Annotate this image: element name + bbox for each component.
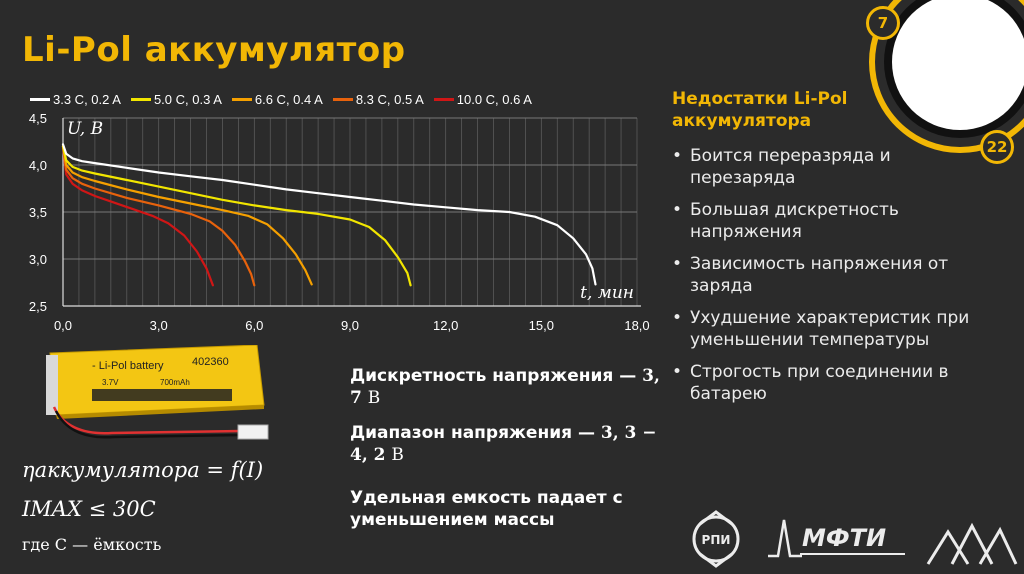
legend-swatch	[332, 98, 353, 101]
note-discreteness-value: 3, 7	[350, 366, 660, 408]
legend-swatch	[130, 98, 151, 101]
skat-logo-icon	[926, 522, 1018, 565]
legend-label: 5.0 C, 0.3 A	[153, 92, 222, 107]
series-line	[61, 145, 412, 287]
series-line	[61, 145, 214, 287]
side-title: Недостатки Li-Pol аккумулятора	[672, 89, 848, 131]
y-tick-label: 4,0	[29, 158, 47, 173]
legend-item: 8.3 C, 0.5 A	[332, 92, 424, 107]
y-axis-title: U, В	[67, 119, 103, 139]
battery-image: - Li-Pol battery 402360 3.7V 700mAh	[46, 345, 269, 440]
rpi-logo-icon: РПИ	[692, 510, 740, 568]
y-tick-label: 3,5	[29, 205, 47, 220]
mfti-logo-text: МФТИ	[802, 524, 886, 552]
badge-bottom-number: 22	[980, 130, 1014, 164]
list-item: Боится переразряда и перезаряда	[672, 145, 972, 189]
logos: РПИ МФТИ	[692, 510, 1018, 568]
formula-imax: IMAX ≤ 30C	[22, 497, 156, 521]
legend-item: 3.3 C, 0.2 A	[30, 92, 121, 107]
mfti-logo-icon: МФТИ	[768, 519, 905, 558]
x-tick-label: 12,0	[433, 318, 458, 333]
battery-connector	[237, 424, 269, 440]
badge-ring-icon	[869, 0, 1024, 153]
x-tick-label: 15,0	[529, 318, 554, 333]
series-line	[61, 145, 256, 287]
battery-capacity: 700mAh	[160, 378, 190, 387]
note-discreteness-unit: В	[367, 388, 381, 408]
barcode-icon	[92, 389, 232, 401]
legend-label: 6.6 C, 0.4 A	[254, 92, 323, 107]
page-title: Li-Pol аккумулятор	[22, 30, 406, 70]
note-range-value: 3, 3 − 4, 2	[350, 423, 657, 465]
y-tick-label: 4,5	[29, 111, 47, 126]
list-item: Строгость при соединении в батарею	[672, 361, 972, 405]
battery-label: - Li-Pol battery	[92, 360, 164, 372]
note-range-unit: В	[391, 445, 404, 465]
page-badge: 7 22	[860, 0, 1024, 170]
x-tick-label: 0,0	[54, 318, 72, 333]
battery-voltage: 3.7V	[102, 378, 119, 387]
legend-swatch	[433, 98, 454, 101]
x-tick-label: 18,0	[624, 318, 649, 333]
legend-item: 10.0 C, 0.6 A	[433, 92, 532, 107]
list-item: Зависимость напряжения от заряда	[672, 253, 972, 297]
series-line	[61, 143, 597, 286]
list-item: Большая дискретность напряжения	[672, 199, 972, 243]
y-tick-label: 3,0	[29, 252, 47, 267]
x-tick-label: 6,0	[245, 318, 263, 333]
x-axis-title: t, мин	[580, 283, 634, 303]
legend-label: 8.3 C, 0.5 A	[355, 92, 424, 107]
drawbacks-list: Боится переразряда и перезаряда Большая …	[672, 145, 972, 415]
battery-code: 402360	[192, 356, 229, 368]
formula-efficiency: ηаккумулятора = f(I)	[22, 458, 264, 482]
legend-swatch	[30, 98, 50, 101]
note-capacity: Удельная емкость падает с уменьшением ма…	[350, 488, 623, 530]
discharge-chart: 0,0 3,0 6,0 9,0 12,0 15,0 18,0 2,5 3,0 3,5 4,0 4,5 U…	[29, 111, 650, 333]
rpi-logo-text: РПИ	[702, 533, 731, 547]
battery-black-wire	[54, 410, 243, 439]
x-tick-label: 9,0	[341, 318, 359, 333]
series-line	[61, 145, 313, 286]
note-discreteness-label: Дискретность напряжения —	[350, 366, 637, 386]
formula-capacity-note: где C — ёмкость	[22, 535, 162, 554]
note-discreteness: Дискретность напряжения — 3, 7 В	[350, 365, 670, 409]
chart-legend: 3.3 C, 0.2 A 5.0 C, 0.3 A 6.6 C, 0.4 A 8…	[30, 92, 532, 107]
legend-swatch	[231, 98, 252, 101]
x-tick-label: 3,0	[150, 318, 168, 333]
note-range-label: Диапазон напряжения —	[350, 423, 595, 443]
legend-label: 10.0 C, 0.6 A	[456, 92, 532, 107]
badge-top-number: 7	[866, 6, 900, 40]
note-range: Диапазон напряжения — 3, 3 − 4, 2 В	[350, 422, 670, 466]
list-item: Ухудшение характеристик при уменьшении т…	[672, 307, 972, 351]
legend-item: 5.0 C, 0.3 A	[130, 92, 222, 107]
legend-item: 6.6 C, 0.4 A	[231, 92, 323, 107]
legend-label: 3.3 C, 0.2 A	[53, 92, 121, 107]
y-tick-label: 2,5	[29, 299, 47, 314]
